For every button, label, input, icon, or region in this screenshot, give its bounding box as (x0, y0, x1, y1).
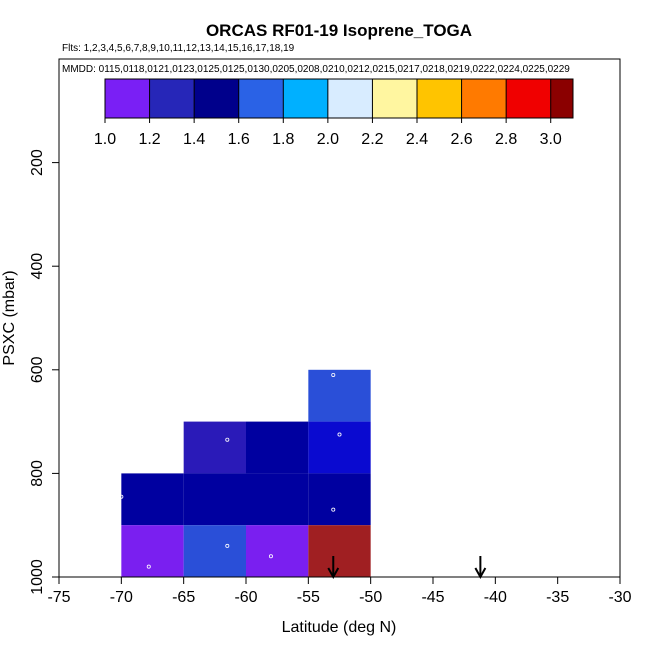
x-tick-label: -75 (47, 589, 70, 606)
heatmap-cell (308, 421, 371, 474)
colorbar-tick-label: 1.4 (183, 131, 205, 148)
sample-point (146, 564, 151, 569)
x-tick-label: -45 (421, 589, 444, 606)
heatmap-cell (121, 525, 184, 577)
sample-point (268, 554, 273, 559)
colorbar-tick-label: 2.0 (317, 131, 339, 148)
heatmap-cell (246, 473, 309, 526)
colorbar-tick-label: 1.8 (272, 131, 294, 148)
colorbar-tick-label: 1.0 (94, 131, 116, 148)
sample-points (119, 372, 342, 569)
heatmap-cell (183, 473, 246, 526)
colorbar-segment (194, 79, 239, 118)
plot-frame (58, 58, 621, 578)
x-tick-label: -70 (110, 589, 133, 606)
x-axis-label: Latitude (deg N) (282, 619, 397, 636)
colorbar-tick-label: 1.2 (138, 131, 160, 148)
x-tick-label: -35 (546, 589, 569, 606)
y-tick-label: 1000 (29, 559, 46, 595)
colorbar-segment (238, 79, 284, 118)
colorbar-segment (417, 79, 462, 118)
colorbar-segment (506, 79, 551, 118)
heatmap-cell (246, 421, 309, 474)
colorbar-tick-label: 2.2 (361, 131, 383, 148)
sample-point (331, 507, 336, 512)
colorbar-tick-label: 3.0 (540, 131, 562, 148)
heatmap-cell (183, 525, 246, 577)
x-tick-label: -55 (297, 589, 320, 606)
colorbar-tick-label: 2.4 (406, 131, 428, 148)
colorbar-segment (461, 79, 507, 118)
colorbar-segment (105, 79, 150, 118)
heatmap-cell (308, 525, 371, 577)
heatmap-cell (308, 473, 371, 526)
x-tick-label: -40 (484, 589, 507, 606)
colorbar-tick-label: 1.6 (228, 131, 250, 148)
heatmap-cells (121, 369, 371, 577)
x-tick-label: -30 (608, 589, 631, 606)
sample-point (331, 372, 336, 377)
sample-point (337, 432, 342, 437)
x-tick-label: -50 (359, 589, 382, 606)
colorbar-segment (550, 79, 573, 118)
y-tick-label: 800 (29, 460, 46, 487)
sample-point (119, 494, 124, 499)
heatmap-cell (246, 525, 309, 577)
sample-point (225, 543, 230, 548)
sample-point (225, 437, 230, 442)
y-tick-label: 600 (29, 356, 46, 383)
colorbar-segment (149, 79, 195, 118)
colorbar-tick-label: 2.6 (450, 131, 472, 148)
y-tick-label: 400 (29, 253, 46, 280)
colorbar-segment (372, 79, 417, 118)
heatmap-cell (308, 369, 371, 422)
flights-text: Flts: 1,2,3,4,5,6,7,8,9,10,11,12,13,14,1… (62, 43, 295, 54)
y-axis: 200 400 600 800 1000 (29, 149, 59, 595)
heatmap-cell (121, 473, 184, 526)
dates-text: MMDD: 0115,0118,0121,0123,0125,0125,0130… (62, 64, 570, 75)
x-tick-label: -60 (234, 589, 257, 606)
heatmap-cell (183, 421, 246, 474)
y-axis-label: PSXC (mbar) (1, 270, 18, 365)
colorbar-tick-label: 2.8 (495, 131, 517, 148)
x-tick-label: -65 (172, 589, 195, 606)
colorbar-segment (327, 79, 373, 118)
colorbar-segment (283, 79, 328, 118)
colorbar: 1.0 1.2 1.4 1.6 1.8 2.0 2.2 2.4 2.6 2.8 3.0 (94, 78, 574, 148)
x-axis: -75 -70 -65 -60 -55 -50 -45 -40 -35 -30 (47, 577, 632, 606)
y-tick-label: 200 (29, 149, 46, 176)
chart-title: ORCAS RF01-19 Isoprene_TOGA (206, 21, 472, 40)
